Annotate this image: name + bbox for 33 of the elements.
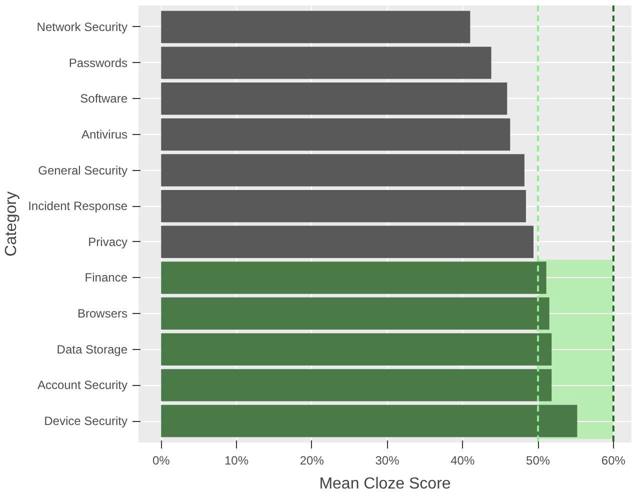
x-tick-label: 10%: [224, 454, 249, 468]
y-tick-label: Passwords: [68, 56, 128, 70]
bar: [161, 369, 552, 402]
y-tick-label: General Security: [38, 163, 128, 178]
y-tick-label: Finance: [84, 270, 128, 285]
x-axis-title: Mean Cloze Score: [319, 476, 451, 492]
x-tick-label: 30%: [375, 454, 400, 468]
x-tick-label: 60%: [601, 454, 626, 468]
y-tick-label: Account Security: [37, 378, 128, 392]
bar: [161, 82, 508, 115]
x-tick-label: 20%: [300, 454, 324, 468]
bar: [161, 154, 524, 186]
x-tick-label: 40%: [450, 454, 475, 468]
y-tick-label: Device Security: [44, 414, 128, 428]
x-tick-label: 50%: [526, 454, 550, 468]
bar: [161, 190, 526, 222]
bar: [161, 226, 534, 258]
bar: [161, 10, 470, 44]
bar: [161, 297, 550, 330]
y-tick-label: Browsers: [77, 306, 128, 321]
bar: [161, 333, 552, 366]
bar: [161, 404, 578, 438]
x-tick-label: 0%: [152, 454, 170, 468]
y-axis-title: Category: [3, 192, 20, 256]
bar: [161, 46, 492, 79]
y-tick-label: Incident Response: [28, 199, 128, 214]
y-tick-label: Network Security: [36, 20, 128, 34]
bar: [161, 118, 510, 151]
y-tick-label: Privacy: [88, 234, 128, 249]
y-tick-label: Data Storage: [56, 342, 128, 356]
y-tick-label: Antivirus: [81, 127, 128, 142]
y-tick-label: Software: [80, 92, 128, 106]
bar: [161, 262, 546, 294]
